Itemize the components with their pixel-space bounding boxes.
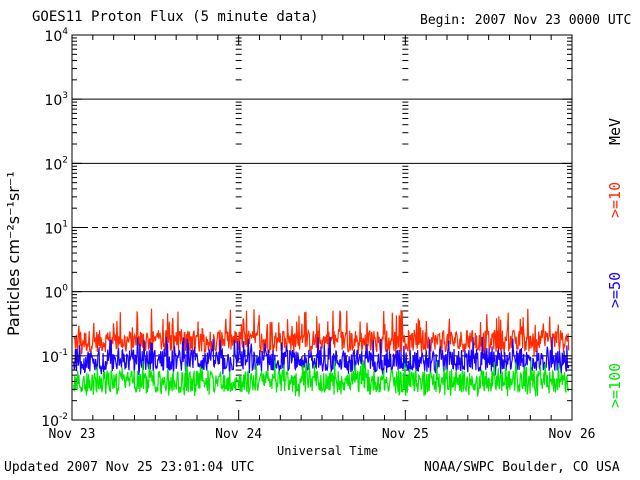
series-line-0 — [73, 308, 570, 356]
y-tick-label: 10-2 — [41, 412, 68, 430]
legend-ge50: >=50 — [606, 271, 624, 308]
y-tick-label: 10-1 — [41, 348, 68, 366]
y-tick-label: 103 — [44, 91, 68, 109]
x-tick-label: Nov 24 — [215, 427, 262, 442]
begin-time: Begin: 2007 Nov 23 0000 UTC — [420, 13, 632, 28]
x-tick-label: Nov 25 — [382, 427, 429, 442]
x-tick-label: Nov 23 — [49, 427, 96, 442]
series-line-2 — [73, 360, 570, 397]
x-tick-label: Nov 26 — [549, 427, 596, 442]
x-axis-label: Universal Time — [277, 444, 379, 458]
y-tick-label: 100 — [44, 284, 68, 302]
y-tick-label: 102 — [44, 155, 68, 173]
legend-unit: MeV — [606, 117, 624, 145]
y-tick-label: 104 — [44, 27, 68, 45]
series-line-1 — [73, 336, 570, 376]
y-tick-label: 101 — [44, 220, 68, 238]
chart-title: GOES11 Proton Flux (5 minute data) — [32, 9, 319, 25]
legend-ge100: >=100 — [606, 362, 624, 408]
credit-text: NOAA/SWPC Boulder, CO USA — [424, 460, 620, 475]
updated-timestamp: Updated 2007 Nov 25 23:01:04 UTC — [4, 460, 255, 475]
y-axis-label: Particles cm⁻²s⁻¹sr⁻¹ — [4, 171, 23, 336]
legend-ge10: >=10 — [606, 181, 624, 218]
